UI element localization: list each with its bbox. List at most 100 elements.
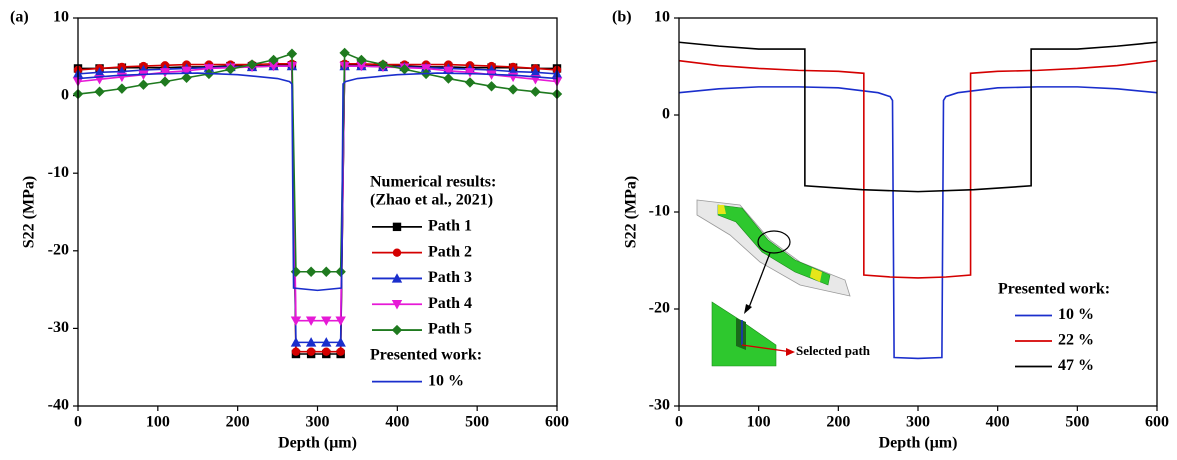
series-line	[678, 86, 1158, 360]
x-tick-label: 0	[74, 414, 82, 431]
y-tick-label: 0	[61, 86, 69, 103]
y-axis-label: S22 (MPa)	[623, 176, 640, 248]
marker	[464, 77, 476, 88]
marker	[181, 66, 192, 76]
marker	[530, 67, 541, 77]
legend-label: Path 1	[428, 218, 472, 235]
marker	[322, 347, 331, 356]
x-tick-label: 500	[465, 414, 489, 431]
legend-title: (Zhao et al., 2021)	[370, 192, 493, 209]
legend-label: 22 %	[1058, 332, 1094, 349]
y-tick-label: 0	[662, 106, 670, 123]
series-line	[77, 51, 558, 273]
marker	[335, 316, 346, 326]
marker	[159, 76, 171, 87]
marker	[336, 347, 345, 356]
legend-label: Path 2	[428, 243, 472, 260]
marker	[377, 59, 389, 70]
marker	[305, 337, 317, 347]
marker	[306, 347, 316, 356]
legend-title: Presented work:	[998, 281, 1110, 298]
marker	[286, 48, 298, 59]
plot-frame	[678, 17, 1158, 407]
x-tick-label: 100	[747, 414, 771, 431]
legend-marker	[391, 324, 403, 336]
marker	[356, 54, 367, 66]
x-tick-label: 100	[146, 414, 170, 431]
marker	[399, 64, 410, 75]
x-tick-label: 400	[385, 414, 409, 431]
marker	[181, 72, 192, 83]
marker	[290, 337, 302, 347]
marker	[268, 61, 279, 72]
marker	[94, 86, 105, 97]
marker	[464, 68, 476, 78]
annotation: Selected path	[796, 343, 871, 358]
legend-label: 10 %	[1058, 306, 1094, 323]
marker	[305, 316, 317, 326]
marker	[443, 73, 454, 84]
x-tick-label: 200	[226, 414, 250, 431]
legend-title: Numerical results:	[370, 174, 496, 191]
x-tick-label: 0	[675, 414, 683, 431]
marker	[321, 266, 332, 277]
x-axis-label: Depth (μm)	[278, 435, 357, 452]
y-tick-label: 10	[654, 9, 670, 26]
marker	[321, 316, 332, 326]
marker	[268, 54, 279, 66]
x-tick-label: 600	[1145, 414, 1169, 431]
marker	[335, 266, 346, 277]
panel-label: (a)	[10, 9, 29, 26]
plot-frame	[77, 17, 558, 407]
y-tick-label: -20	[48, 241, 69, 258]
y-tick-label: -20	[649, 300, 670, 317]
legend-marker	[392, 222, 402, 232]
marker	[94, 67, 105, 77]
y-tick-label: -30	[48, 319, 69, 336]
y-tick-label: -40	[48, 397, 69, 414]
legend-label: Path 3	[428, 269, 472, 286]
marker	[305, 266, 317, 277]
marker	[321, 337, 332, 347]
marker	[530, 86, 541, 97]
x-tick-label: 500	[1065, 414, 1089, 431]
x-tick-label: 200	[826, 414, 850, 431]
series-line	[678, 41, 1158, 193]
x-tick-label: 300	[906, 414, 930, 431]
y-tick-label: -10	[649, 203, 670, 220]
marker	[507, 84, 519, 95]
legend-marker	[391, 273, 403, 283]
marker	[290, 316, 302, 326]
y-tick-label: 10	[53, 9, 69, 26]
legend-label: Path 4	[428, 295, 472, 312]
series-line	[78, 64, 557, 355]
x-tick-label: 300	[306, 414, 330, 431]
panel-label: (b)	[612, 9, 632, 26]
marker	[339, 47, 350, 59]
marker	[246, 59, 258, 70]
legend-title: Presented work:	[370, 347, 482, 364]
series-line	[678, 59, 1158, 279]
legend-label: 47 %	[1058, 357, 1094, 374]
x-tick-label: 400	[986, 414, 1010, 431]
marker	[335, 337, 346, 347]
marker	[486, 81, 497, 92]
x-tick-label: 600	[545, 414, 569, 431]
marker	[443, 66, 454, 76]
legend-label: Path 5	[428, 321, 472, 338]
marker	[138, 79, 149, 90]
marker	[291, 347, 301, 356]
y-tick-label: -10	[48, 164, 69, 181]
inset-schematic	[696, 199, 851, 367]
y-tick-label: -30	[649, 397, 670, 414]
y-axis-label: S22 (MPa)	[21, 176, 38, 248]
marker	[116, 83, 128, 94]
marker	[356, 61, 367, 72]
series-line	[77, 65, 558, 322]
x-axis-label: Depth (μm)	[879, 435, 958, 452]
marker	[290, 266, 302, 277]
legend-marker	[392, 248, 402, 257]
series-line	[77, 72, 558, 292]
marker	[159, 68, 171, 78]
